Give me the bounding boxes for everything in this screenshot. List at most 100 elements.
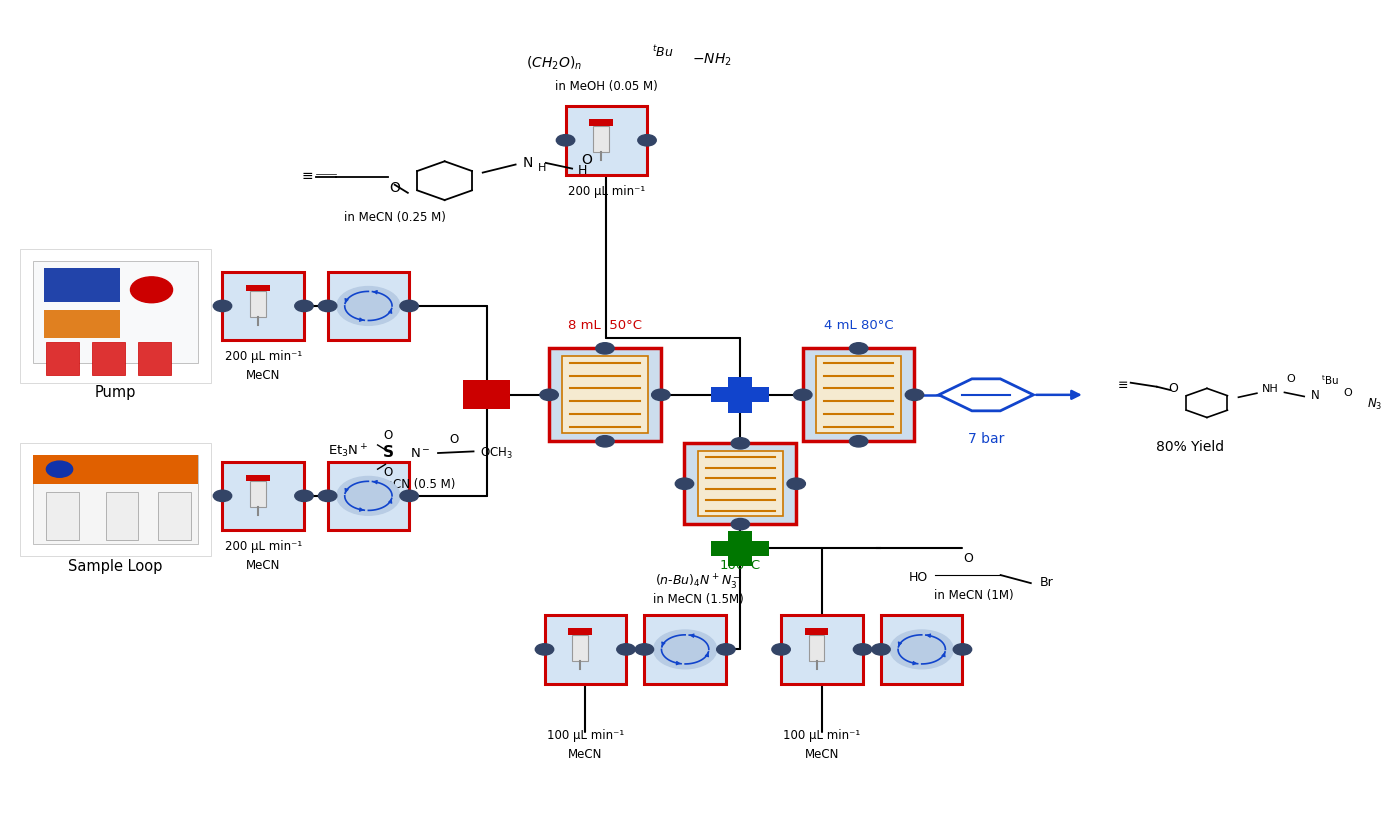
Text: 3 mL,
100°C: 3 mL, 100°C — [720, 544, 761, 572]
Text: 7 bar: 7 bar — [968, 432, 1004, 446]
Bar — [222, 271, 304, 340]
Text: 200 µL min⁻¹: 200 µL min⁻¹ — [225, 350, 302, 363]
Text: N: N — [522, 156, 533, 170]
Text: in MeCN (0.5 M): in MeCN (0.5 M) — [360, 478, 454, 491]
Bar — [463, 381, 511, 409]
Bar — [44, 310, 120, 339]
Circle shape — [653, 630, 717, 669]
Text: MeCN: MeCN — [805, 748, 840, 761]
Bar — [568, 628, 592, 635]
Circle shape — [849, 343, 867, 354]
Circle shape — [787, 478, 805, 489]
Circle shape — [213, 300, 232, 312]
Text: NH: NH — [1262, 385, 1279, 395]
Circle shape — [717, 644, 735, 655]
Text: ≡: ≡ — [301, 169, 313, 182]
Text: $(n\text{-}Bu)_4N^+N_3^-$: $(n\text{-}Bu)_4N^+N_3^-$ — [655, 572, 742, 591]
Circle shape — [891, 630, 953, 669]
Circle shape — [319, 490, 337, 501]
Text: 80% Yield: 80% Yield — [1156, 441, 1224, 455]
Text: 100 µL min⁻¹: 100 µL min⁻¹ — [783, 728, 860, 741]
Circle shape — [635, 644, 653, 655]
Text: MeCN: MeCN — [246, 369, 280, 382]
Bar — [572, 635, 588, 661]
Text: O: O — [384, 465, 392, 478]
Text: Pump: Pump — [95, 386, 137, 400]
Bar — [544, 615, 626, 684]
Circle shape — [731, 519, 750, 530]
Circle shape — [400, 300, 418, 312]
Circle shape — [294, 300, 313, 312]
Circle shape — [337, 477, 400, 515]
Text: 100 µL min⁻¹: 100 µL min⁻¹ — [547, 728, 624, 741]
Bar — [592, 126, 609, 151]
Circle shape — [794, 389, 812, 400]
Circle shape — [294, 490, 313, 501]
Circle shape — [772, 644, 790, 655]
Text: O: O — [449, 433, 458, 446]
Text: 8 mL  50°C: 8 mL 50°C — [568, 319, 642, 332]
Bar — [711, 387, 769, 402]
Text: ≡: ≡ — [1117, 379, 1128, 391]
Text: $\mathsf{^tBu}$: $\mathsf{^tBu}$ — [1322, 373, 1340, 387]
Bar — [250, 292, 267, 317]
Bar — [93, 342, 126, 375]
Circle shape — [953, 644, 972, 655]
Bar — [645, 615, 726, 684]
Circle shape — [675, 478, 693, 489]
Circle shape — [617, 644, 635, 655]
Bar — [816, 357, 902, 433]
Bar — [809, 635, 824, 661]
Text: $(CH_2O)_n$: $(CH_2O)_n$ — [526, 54, 581, 72]
Circle shape — [731, 437, 750, 449]
Bar — [566, 106, 648, 174]
Bar — [33, 261, 197, 363]
Bar — [327, 461, 409, 530]
Text: in MeCN (0.25 M): in MeCN (0.25 M) — [344, 211, 446, 224]
Bar — [47, 492, 79, 540]
Circle shape — [638, 135, 656, 146]
Bar — [711, 541, 769, 556]
Bar — [685, 443, 797, 524]
Bar — [222, 461, 304, 530]
Bar — [33, 455, 197, 544]
Circle shape — [849, 436, 867, 447]
Bar — [138, 342, 171, 375]
Text: H: H — [577, 164, 587, 178]
Text: in MeCN (1M): in MeCN (1M) — [935, 589, 1014, 603]
Text: O: O — [1168, 382, 1178, 395]
Text: in MeCN (1.5M): in MeCN (1.5M) — [653, 593, 743, 607]
Bar — [21, 443, 211, 556]
Bar — [782, 615, 863, 684]
Bar — [805, 628, 829, 635]
Bar — [246, 285, 269, 292]
Polygon shape — [939, 379, 1033, 411]
Text: N: N — [1311, 389, 1319, 402]
Text: $^tBu$: $^tBu$ — [652, 44, 674, 60]
Bar — [105, 492, 138, 540]
Circle shape — [652, 389, 670, 400]
Bar — [697, 451, 783, 516]
Text: 200 µL min⁻¹: 200 µL min⁻¹ — [568, 185, 645, 198]
Text: S: S — [383, 445, 394, 460]
Bar — [246, 475, 269, 482]
Text: MeCN: MeCN — [568, 748, 602, 761]
Text: O: O — [1344, 388, 1352, 398]
Circle shape — [853, 644, 871, 655]
Circle shape — [595, 436, 615, 447]
Text: $\mathsf{N^-}$: $\mathsf{N^-}$ — [410, 447, 431, 460]
Text: Br: Br — [1040, 576, 1054, 589]
Circle shape — [47, 461, 73, 478]
Circle shape — [319, 300, 337, 312]
Circle shape — [595, 343, 615, 354]
Text: MeCN: MeCN — [246, 559, 280, 572]
Circle shape — [337, 287, 400, 326]
Bar — [590, 119, 613, 126]
Circle shape — [871, 644, 891, 655]
Text: in MeOH (0.05 M): in MeOH (0.05 M) — [555, 81, 657, 93]
Bar — [327, 271, 409, 340]
Text: O: O — [389, 181, 400, 195]
Bar — [881, 615, 963, 684]
Text: 4 mL 80°C: 4 mL 80°C — [824, 319, 894, 332]
Text: $-NH_2$: $-NH_2$ — [692, 52, 732, 68]
